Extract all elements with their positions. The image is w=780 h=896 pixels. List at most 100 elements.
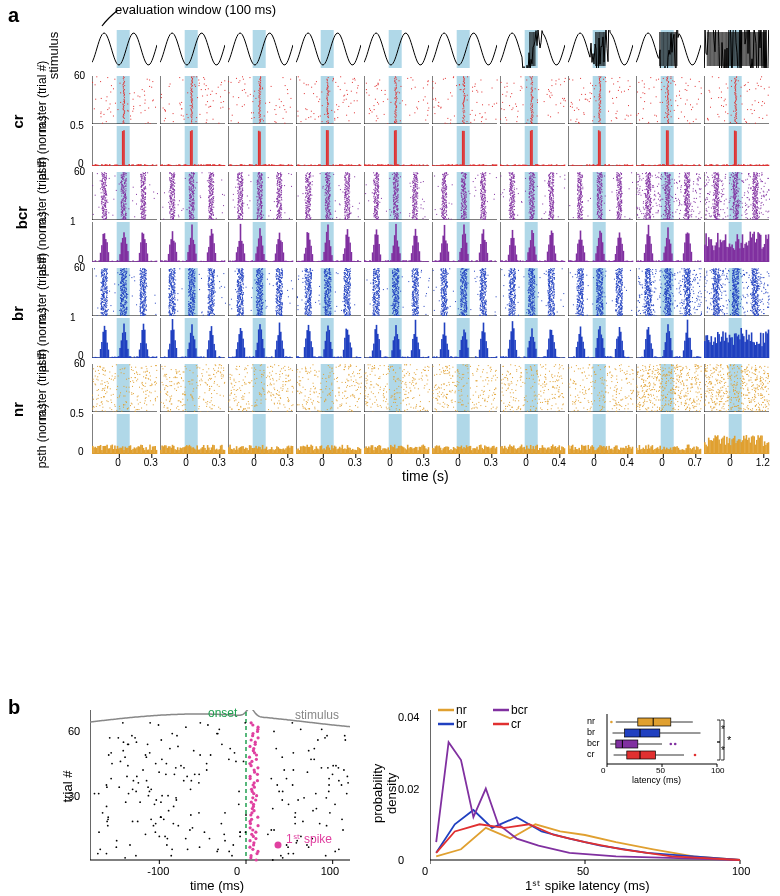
svg-rect-4950 [416,184,417,185]
svg-rect-946 [377,88,378,89]
svg-rect-13264 [441,292,442,293]
svg-rect-8057 [709,213,710,214]
svg-rect-6472 [620,216,621,217]
svg-rect-13728 [530,314,531,315]
svg-rect-17805 [214,390,215,391]
svg-rect-698 [310,116,311,117]
svg-rect-8315 [761,198,762,199]
svg-rect-18021 [237,405,238,406]
svg-rect-16659 [757,303,758,304]
svg-rect-20337 [755,396,756,397]
svg-rect-8150 [727,208,728,209]
svg-rect-18697 [367,380,368,381]
svg-rect-20341 [718,396,719,397]
svg-rect-8570 [729,183,730,184]
svg-rect-18871 [491,404,492,405]
svg-rect-14924 [577,290,578,291]
svg-rect-20449 [715,384,716,385]
svg-rect-20365 [724,393,725,394]
svg-rect-20270 [758,403,759,404]
svg-rect-694 [337,117,338,118]
svg-rect-6438 [578,219,579,220]
svg-rect-2333 [102,189,103,190]
svg-rect-18595 [393,402,394,403]
svg-rect-6109 [552,193,553,194]
svg-point-20779 [245,831,247,833]
svg-rect-10637 [257,304,258,305]
svg-rect-5201 [485,216,486,217]
svg-rect-15825 [698,292,699,293]
svg-rect-7958 [719,219,720,220]
svg-rect-10612 [262,305,263,306]
svg-rect-18973 [457,381,458,382]
svg-rect-19525 [575,384,576,385]
svg-rect-12708 [397,276,398,277]
svg-rect-6112 [502,192,503,193]
svg-rect-15381 [636,314,637,315]
svg-rect-19271 [505,377,506,378]
svg-rect-3302 [258,215,259,216]
svg-rect-2066 [125,212,126,213]
svg-rect-7748 [698,180,699,181]
svg-rect-382 [190,96,191,97]
svg-rect-5257 [463,211,464,212]
svg-rect-6280 [510,179,511,180]
svg-rect-3643 [258,186,259,187]
svg-rect-1469 [599,98,600,99]
svg-rect-18567 [423,408,424,409]
svg-rect-4951 [410,183,411,184]
svg-rect-7624 [681,187,682,188]
svg-rect-5902 [509,210,510,211]
svg-rect-1277 [537,100,538,101]
svg-rect-16446 [727,313,728,314]
svg-rect-941 [381,90,382,91]
svg-rect-9014 [144,304,145,305]
svg-rect-19287 [533,375,534,376]
svg-point-20963 [229,748,231,750]
svg-rect-13791 [534,310,535,311]
svg-rect-8351 [736,196,737,197]
svg-rect-18192 [246,368,247,369]
svg-rect-10077 [211,288,212,289]
svg-rect-18097 [234,389,235,390]
svg-rect-17551 [117,386,118,387]
svg-rect-11194 [281,268,282,269]
svg-rect-7731 [687,180,688,181]
svg-rect-19137 [540,408,541,409]
svg-rect-13869 [528,305,529,306]
svg-rect-5939 [510,207,511,208]
svg-rect-20314 [716,398,717,399]
svg-point-20979 [250,738,253,741]
svg-rect-15698 [665,298,666,299]
svg-rect-17379 [725,268,726,269]
svg-rect-2704 [193,212,194,213]
svg-rect-7611 [666,188,667,189]
svg-rect-18323 [313,400,314,401]
svg-rect-15623 [701,302,702,303]
svg-rect-18189 [288,369,289,370]
svg-rect-1009 [395,130,397,166]
svg-rect-18393 [299,385,300,386]
svg-rect-939 [397,92,398,93]
svg-rect-4209 [342,192,343,193]
svg-rect-3066 [172,181,173,182]
svg-rect-888 [372,112,373,113]
svg-rect-8698 [715,175,716,176]
svg-rect-4601 [397,212,398,213]
svg-rect-2419 [145,183,146,184]
svg-rect-14262 [552,280,553,281]
svg-rect-20445 [736,385,737,386]
svg-rect-390 [216,93,217,94]
svg-rect-1876 [741,87,742,88]
svg-rect-16102 [684,279,685,280]
svg-rect-18603 [376,400,377,401]
svg-rect-512 [262,119,263,120]
svg-rect-17557 [150,385,151,386]
svg-rect-15986 [684,284,685,285]
svg-rect-8611 [761,180,762,181]
svg-rect-17479 [97,404,98,405]
svg-rect-7530 [665,192,666,193]
svg-rect-3510 [241,197,242,198]
svg-rect-12394 [415,296,416,297]
svg-rect-138 [148,122,149,123]
